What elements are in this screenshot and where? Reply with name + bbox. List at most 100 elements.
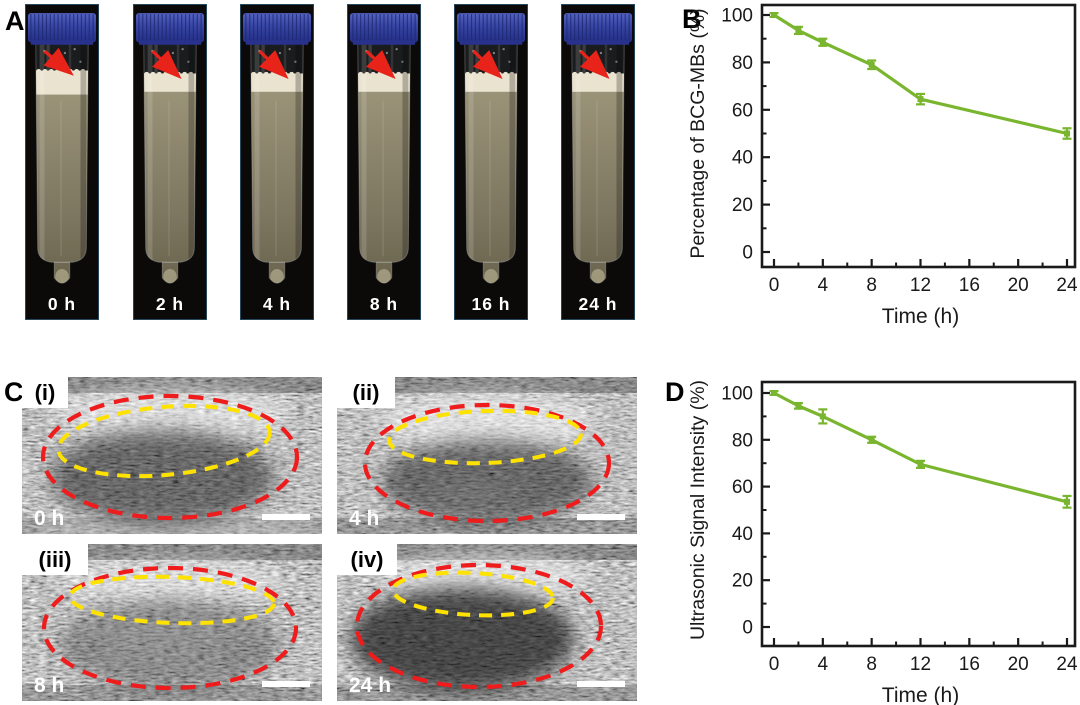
blue-screw-cap <box>135 13 205 45</box>
x-axis-tick-label: 4 <box>818 275 829 296</box>
y-axis-title: Percentage of BCG-MBs (%) <box>687 8 709 258</box>
blue-screw-cap <box>563 13 633 45</box>
scale-bar <box>262 514 310 520</box>
subpanel-index-label: (i) <box>35 380 56 405</box>
echogenic-bright-region <box>82 650 242 674</box>
blue-screw-cap <box>349 13 419 45</box>
red-dashed-ellipse <box>354 562 604 690</box>
tube-illustration: 8 h <box>348 8 420 316</box>
index-chip <box>337 544 397 575</box>
tube-photo: 24 h <box>561 4 635 320</box>
red-arrow-annotation <box>258 49 289 80</box>
scale-bar <box>262 681 310 687</box>
data-point <box>868 436 875 443</box>
data-point <box>868 61 875 68</box>
axes-frame <box>760 3 1077 269</box>
liquid-suspension <box>464 91 518 284</box>
ultrasound-image: (ii) 4 h <box>337 377 637 534</box>
echogenic-bright-region <box>22 514 322 534</box>
blue-screw-cap <box>242 13 312 45</box>
ultrasound-time-label: 0 h <box>34 507 64 530</box>
data-line <box>773 391 1068 504</box>
data-point <box>795 27 802 34</box>
scale-bar <box>577 681 625 687</box>
y-axis-tick-label: 40 <box>732 148 753 169</box>
yellow-dashed-outline <box>68 574 276 626</box>
tube-time-label: 8 h <box>370 294 398 314</box>
ultrasound-image: (iv) 24 h <box>337 544 637 701</box>
data-point <box>795 402 802 409</box>
red-dashed-ellipse <box>40 393 300 521</box>
x-axis-tick-label: 24 <box>1056 654 1078 675</box>
ultrasound-image: (i) 0 h <box>22 377 322 534</box>
yellow-dashed-outline <box>391 570 555 618</box>
tube-photo: 8 h <box>347 4 421 320</box>
subpanel-index-label: (iii) <box>39 547 72 572</box>
chart-ultrasonic-signal-intensity: 0 4 8 12 16 20 24 0 20 40 60 80 100 Time (h) Ultrasoni… <box>680 370 1080 705</box>
ultrasound-image: (iii) 8 h <box>22 544 322 701</box>
red-arrow-annotation <box>579 49 610 80</box>
tube-photo: 2 h <box>133 4 207 320</box>
axes-frame <box>760 380 1077 648</box>
y-axis-tick-label: 0 <box>742 243 753 264</box>
index-chip <box>22 377 68 408</box>
red-arrow-annotation <box>151 49 182 80</box>
x-axis-title: Time (h) <box>882 684 959 705</box>
scale-bar <box>577 514 625 520</box>
subpanel-index-label: (ii) <box>353 380 380 405</box>
tube-photo: 0 h <box>25 4 99 320</box>
chart-d-svg: 0 4 8 12 16 20 24 0 20 40 60 80 100 Time (h) Ultrasoni… <box>687 380 1078 705</box>
y-axis-tick-label: 60 <box>732 100 753 121</box>
index-chip <box>22 544 88 575</box>
y-axis-tick-label: 20 <box>732 195 753 216</box>
data-point <box>1064 130 1070 137</box>
data-point <box>771 390 777 396</box>
echogenic-bright-region <box>54 387 290 439</box>
x-axis-tick-label: 12 <box>910 275 931 296</box>
chart-b-svg: 0 4 8 12 16 20 24 0 20 40 60 80 100 Time (h) Percentag… <box>687 3 1078 328</box>
yellow-dashed-outline <box>56 403 272 479</box>
ultrasound-time-label: 4 h <box>349 507 379 530</box>
tube-illustration: 24 h <box>562 8 634 316</box>
y-axis-title: Ultrasonic Signal Intensity (%) <box>687 380 709 640</box>
tube-time-label: 2 h <box>156 294 184 314</box>
red-dashed-ellipse <box>362 402 612 524</box>
x-axis-tick-label: 12 <box>910 654 931 675</box>
y-axis-tick-label: 100 <box>721 384 753 405</box>
echogenic-bright-region <box>60 560 284 604</box>
x-axis-tick-label: 4 <box>818 654 829 675</box>
tube-time-label: 24 h <box>579 294 618 314</box>
panel-label-b: B <box>682 4 702 34</box>
ultrasound-speckle-background <box>22 377 322 534</box>
tube-photo: 16 h <box>454 4 528 320</box>
y-axis-tick-label: 80 <box>732 53 753 74</box>
x-axis-tick-label: 20 <box>1008 275 1029 296</box>
echogenic-bright-region <box>379 393 595 449</box>
x-axis-tick-label: 8 <box>866 654 877 675</box>
red-dashed-ellipse <box>41 565 299 691</box>
data-point <box>771 12 777 18</box>
tube-illustration: 16 h <box>455 8 527 316</box>
y-axis-tick-label: 100 <box>721 6 753 27</box>
data-point <box>819 39 826 46</box>
tube-time-label: 16 h <box>472 294 511 314</box>
x-axis-tick-label: 20 <box>1008 654 1029 675</box>
y-axis-tick-label: 80 <box>732 430 753 451</box>
hypoechoic-dark-region <box>350 587 574 691</box>
data-line <box>773 13 1068 136</box>
liquid-suspension <box>143 91 197 284</box>
ultrasound-time-label: 8 h <box>34 674 64 697</box>
blue-screw-cap <box>27 13 97 45</box>
chart-percentage-bcg-mbs: 0 4 8 12 16 20 24 0 20 40 60 80 100 Time (h) Percentag… <box>680 0 1080 330</box>
data-point <box>1064 498 1070 505</box>
echogenic-bright-region <box>381 554 589 598</box>
tube-time-label: 4 h <box>263 294 291 314</box>
x-axis-title: Time (h) <box>882 305 959 328</box>
data-point <box>917 96 924 103</box>
x-axis-tick-label: 24 <box>1056 275 1078 296</box>
tube-illustration: 2 h <box>134 8 206 316</box>
y-axis-tick-label: 60 <box>732 477 753 498</box>
x-axis-tick-label: 16 <box>959 654 980 675</box>
panel-label-d: D <box>665 377 685 407</box>
